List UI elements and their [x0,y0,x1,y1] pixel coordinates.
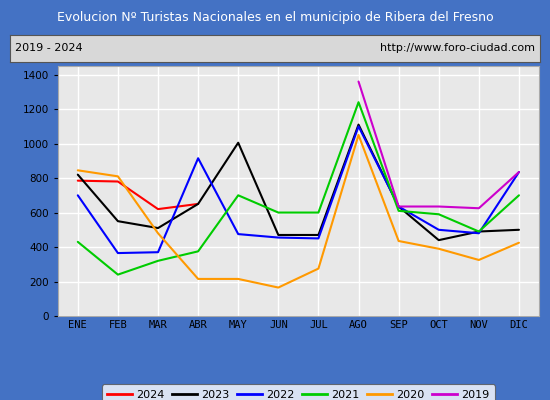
Text: http://www.foro-ciudad.com: http://www.foro-ciudad.com [380,43,535,53]
Text: Evolucion Nº Turistas Nacionales en el municipio de Ribera del Fresno: Evolucion Nº Turistas Nacionales en el m… [57,10,493,24]
Legend: 2024, 2023, 2022, 2021, 2020, 2019: 2024, 2023, 2022, 2021, 2020, 2019 [102,384,495,400]
Text: 2019 - 2024: 2019 - 2024 [15,43,83,53]
